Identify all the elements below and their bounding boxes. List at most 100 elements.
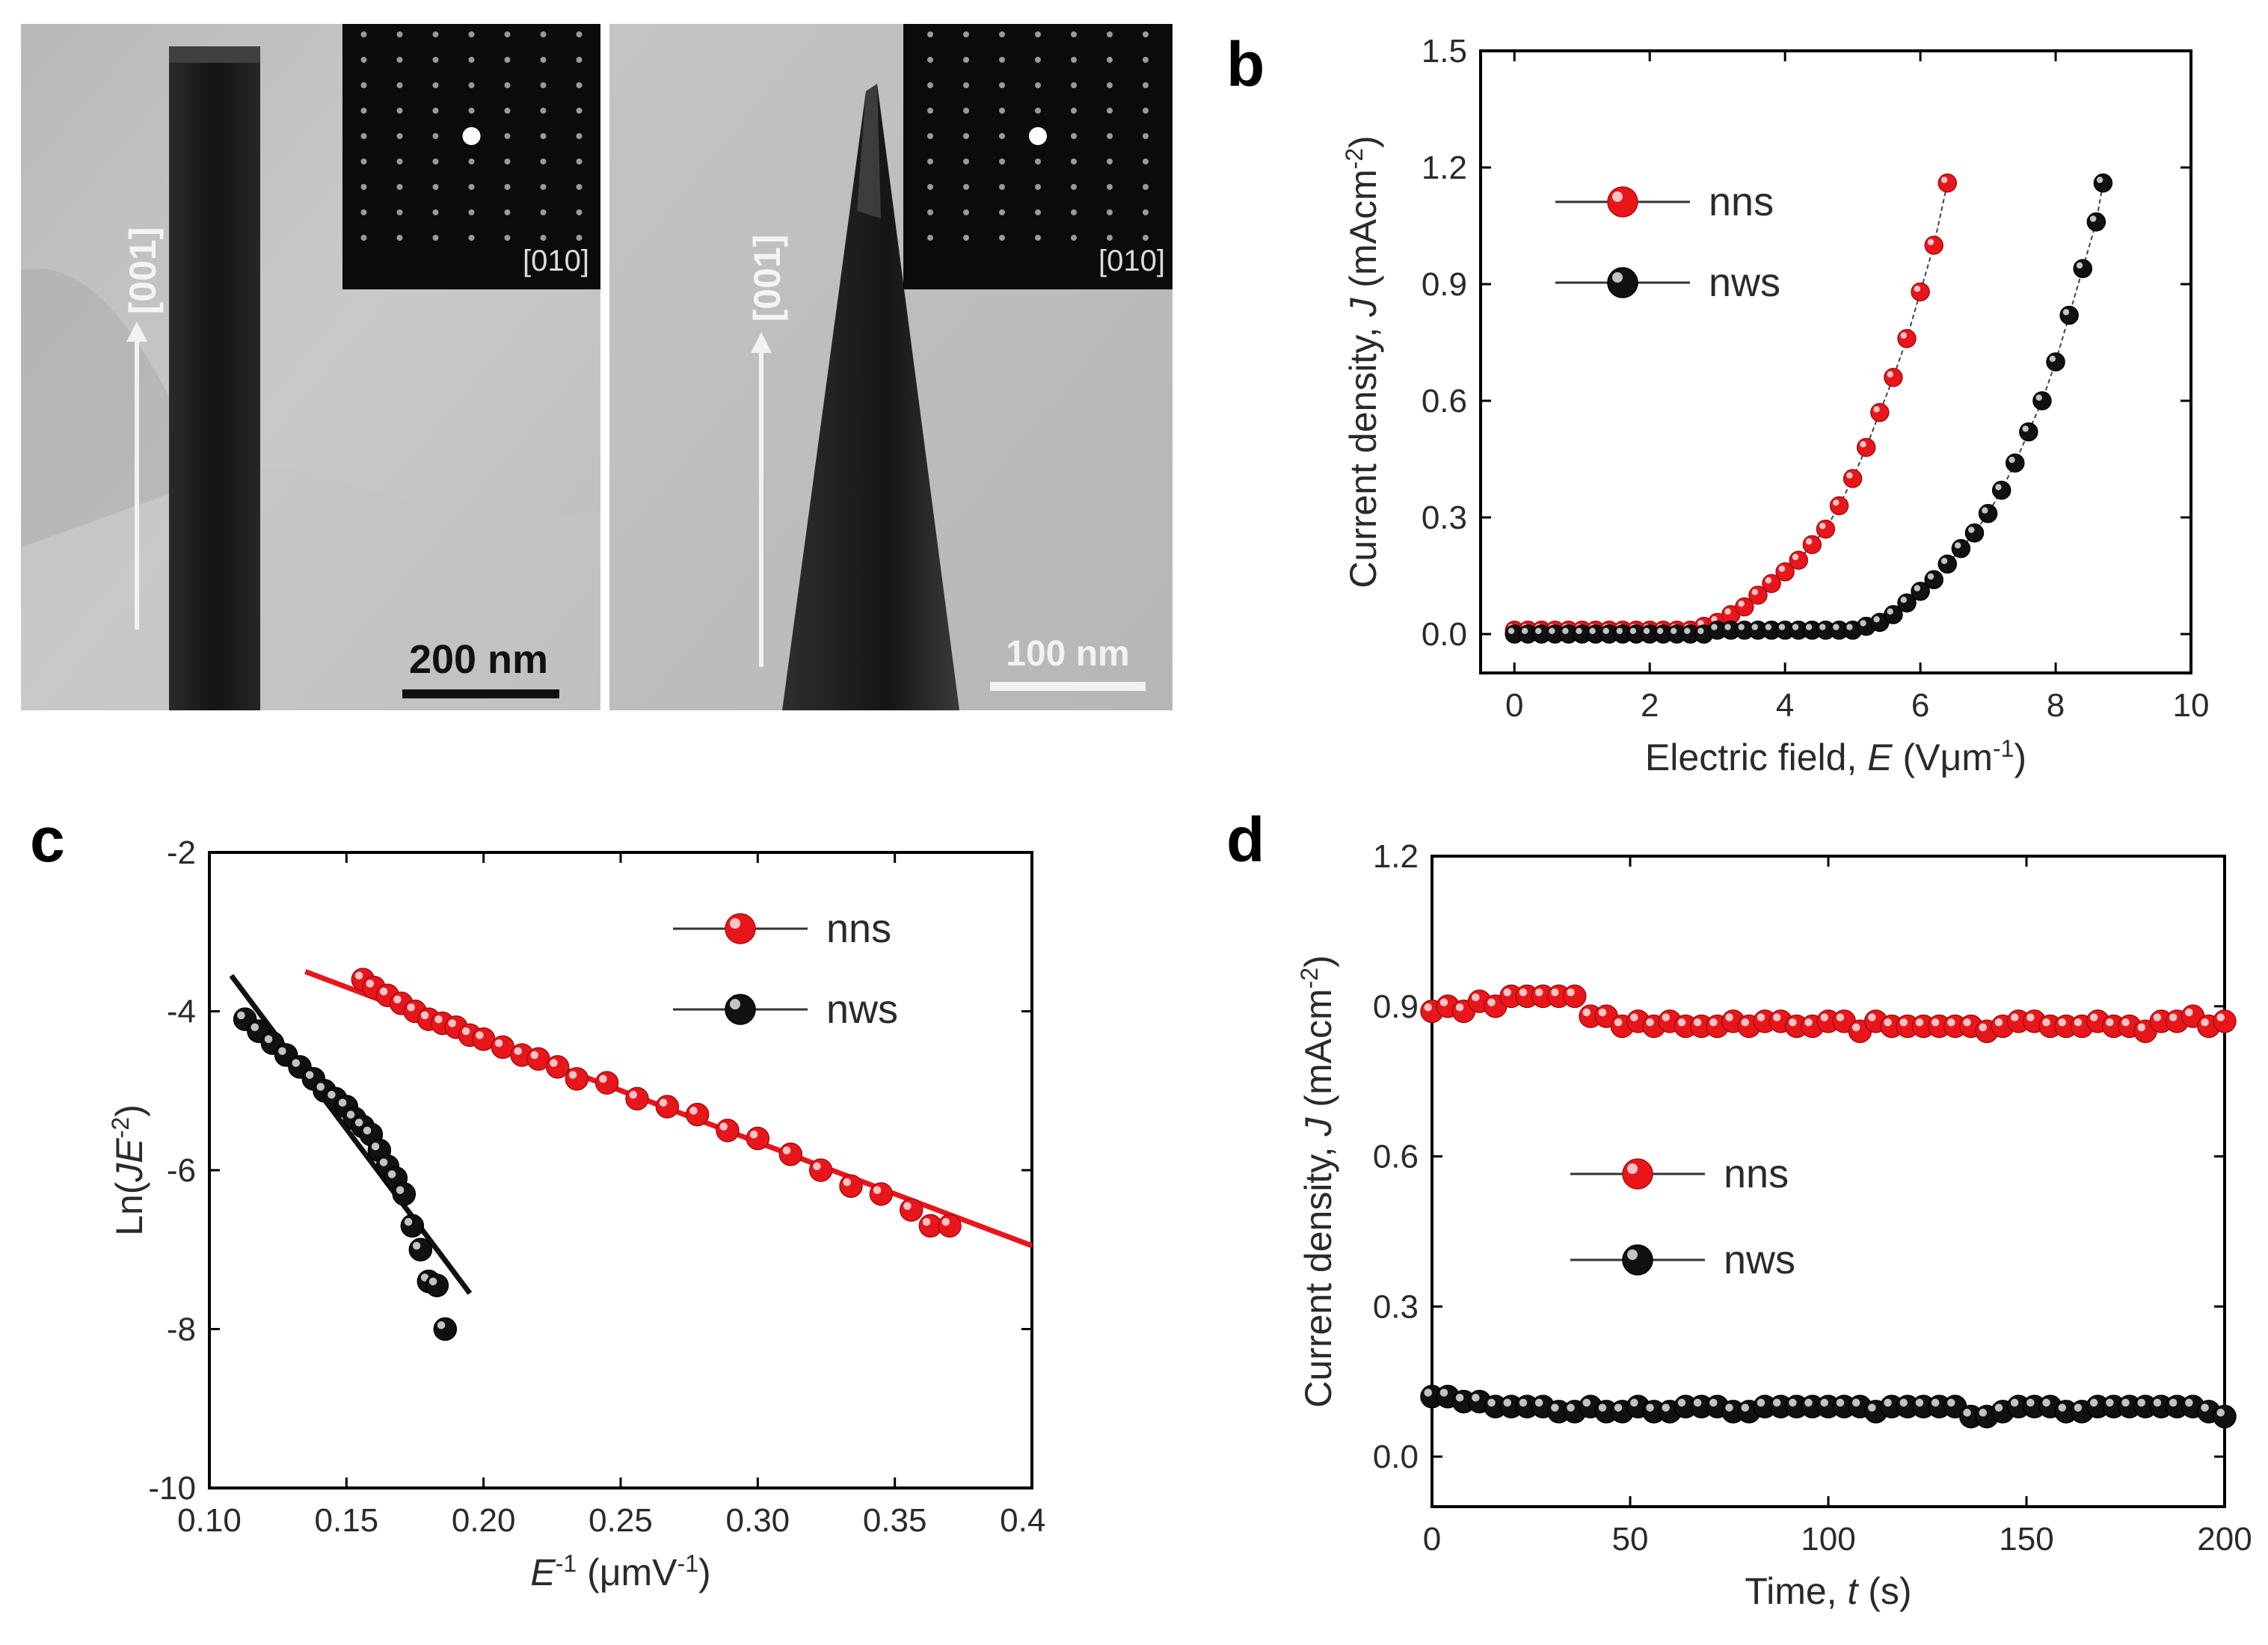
diffraction-spot [540,133,547,139]
data-point-nws [408,1237,433,1261]
x-tick-label: 0 [1505,687,1523,724]
diffraction-spot [360,159,367,164]
diffraction-spot [1143,108,1149,114]
diffraction-spot [504,108,511,114]
diffraction-spot [468,108,475,114]
legend-item-nns: nns [673,906,891,951]
diffraction-spot [1107,133,1113,139]
direction-label-right: [001] [746,235,788,322]
data-point-nws [2093,173,2113,193]
x-tick-label: 10 [2173,687,2210,724]
data-point-nns [655,1095,680,1119]
diffraction-spot [432,235,439,241]
diffraction-spot [360,235,367,241]
y-tick-label: -6 [167,1152,196,1189]
diffraction-spot [576,209,583,215]
diffraction-spot [963,209,969,215]
diffraction-spot [1107,235,1113,241]
data-point-nws [2213,1404,2237,1429]
diffraction-spot [1071,133,1077,139]
diffraction-spot [360,133,367,139]
diffraction-spot [1143,82,1149,88]
legend-marker-nns [725,913,756,944]
diffraction-spot [468,209,475,215]
panel-label-d: d [1226,805,1265,875]
diffraction-spot [504,209,511,215]
y-tick-label: 0.9 [1373,988,1419,1025]
diffraction-spot [432,108,439,114]
diffraction-spot [576,82,583,88]
diffraction-spot [576,57,583,63]
data-point-nns [869,1182,894,1206]
diffraction-spot [360,82,367,88]
data-point-nns [1735,597,1754,617]
diffraction-spot [999,108,1005,114]
data-point-nws [1626,624,1646,644]
diffraction-spot [504,235,511,241]
data-point-nns [1911,282,1930,302]
diffraction-spot [963,108,969,114]
data-point-nns [625,1086,649,1111]
y-axis-title: Current density, J (mAcm-2) [1296,955,1339,1407]
data-point-nns [1436,994,1460,1018]
x-tick-label: 0.15 [315,1502,379,1539]
legend: nns nws [673,906,898,1032]
x-tick-label: 0.30 [726,1502,790,1539]
legend-item-nns: nns [1570,1152,1789,1196]
y-axis-title: Current density, J (mAcm-2) [1341,135,1384,588]
diffraction-spot [927,159,933,164]
diffraction-spot [540,235,547,241]
series-nws [229,974,473,1341]
data-point-nws [1991,480,2012,500]
data-point-nns [1829,496,1849,516]
x-tick-label: 0.40 [1000,1502,1047,1539]
data-point-nns [565,1067,589,1091]
x-tick-label: 4 [1776,687,1794,724]
growth-arrow-right: [001] [746,235,788,667]
x-tick-label: 2 [1641,687,1659,724]
diffraction-spot [1071,184,1077,190]
diffraction-spot [540,159,547,164]
y-tick-label: 0.9 [1422,266,1467,303]
diffraction-spot [1143,209,1149,215]
legend-item-nws: nws [1555,260,1780,305]
x-tick-label: 0.20 [452,1502,516,1539]
diffraction-spot [360,184,367,190]
saed-inset-right: [010] [903,24,1173,289]
diffraction-spot [1035,184,1041,190]
diffraction-spot [1107,31,1113,37]
data-point-nws [1870,612,1890,633]
data-point-nws [2086,212,2106,232]
fit-line-nws [229,974,473,1295]
diffraction-spot [360,31,367,37]
data-point-nws [1884,605,1903,624]
plot-frame [208,851,1033,1489]
data-point-nws [2046,352,2065,372]
diffraction-spot [360,108,367,114]
diffraction-spot [396,159,403,164]
chart-c-fn-plot: 0.10 0.15 0.20 0.25 0.30 0.35 0.40 -10 -8 -6 -4 -2 E… [107,834,1047,1593]
diffraction-spot [360,209,367,215]
diffraction-spot [576,108,583,114]
diffraction-spot [504,82,511,88]
y-tick-label: 0.3 [1422,499,1467,536]
y-axis-title: Ln(JE-2) [107,1104,150,1236]
diffraction-spot [927,31,933,37]
x-tick-label: 0 [1423,1521,1441,1558]
data-point-nws [2059,305,2079,325]
data-point-nws [2019,422,2038,442]
y-tick-label: -2 [167,834,196,871]
data-point-nws [425,1273,449,1297]
diffraction-spot [963,31,969,37]
data-point-nns [918,1214,943,1238]
diffraction-spot [999,31,1005,37]
series-line-nws [1514,182,2104,635]
chart-d-stability: 0 50 100 150 200 0.0 0.3 0.6 0.9 1.2 Time, t (s) Cu… [1296,838,2252,1612]
data-point-nns [1897,329,1917,348]
diffraction-spot [432,57,439,63]
diffraction-spot [927,57,933,63]
legend-marker-nws [1607,267,1638,298]
data-point-nns [1775,562,1795,582]
legend-marker-nws [1622,1244,1653,1276]
data-point-nns [1762,574,1781,594]
